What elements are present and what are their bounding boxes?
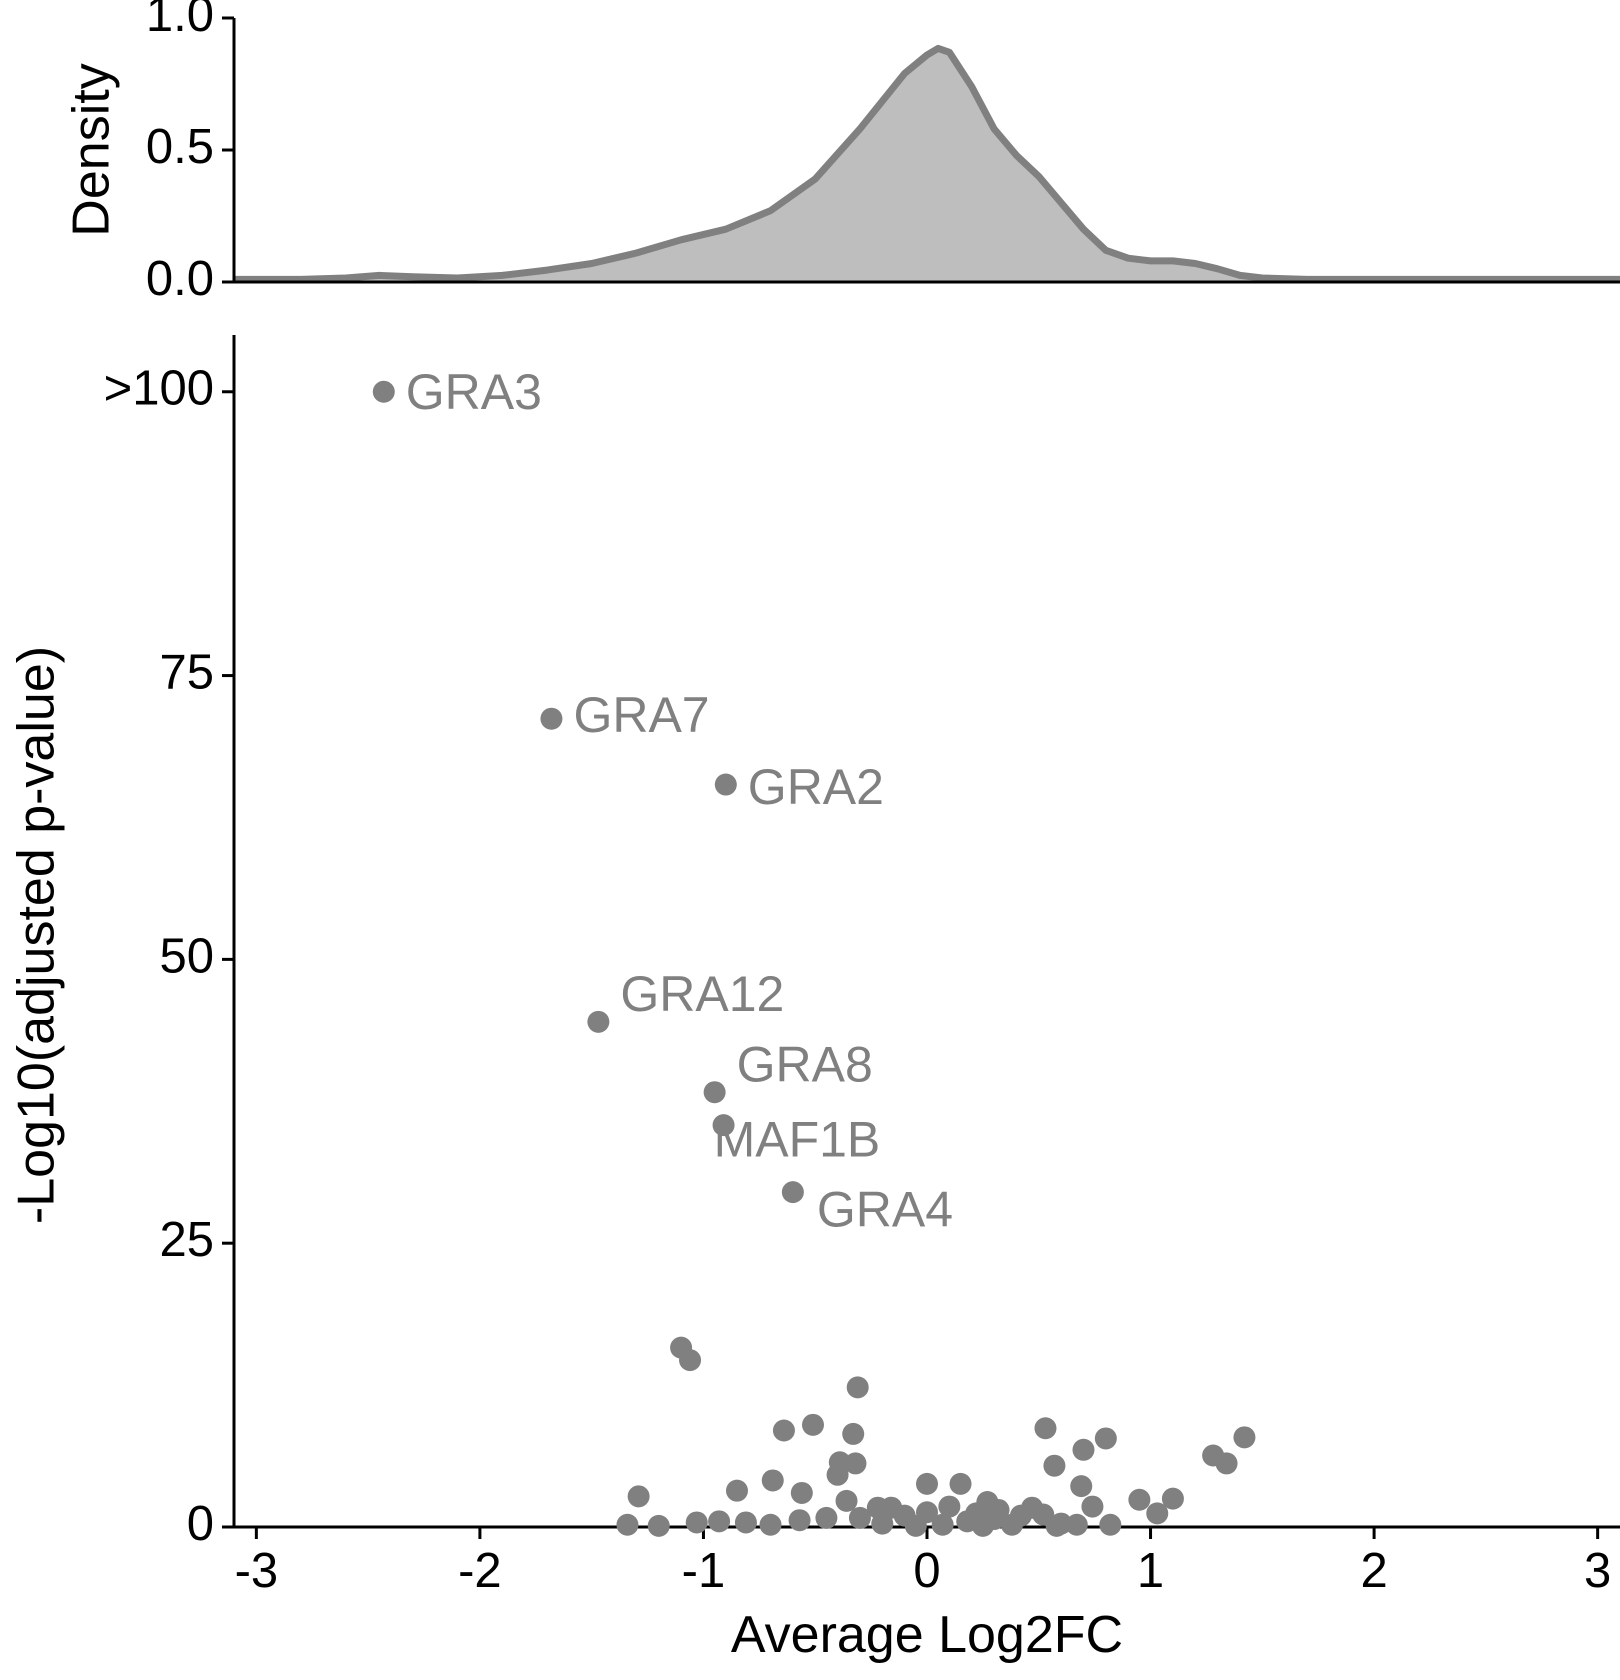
- data-point: [1081, 1495, 1104, 1518]
- volcano-x-tick-label: 1: [1137, 1544, 1164, 1598]
- volcano-y-axis-title: -Log10(adjusted p-value): [8, 646, 66, 1224]
- volcano-y-ticks: 0 25 50 75 >100: [104, 362, 234, 1551]
- labeled-data-point: [712, 1114, 735, 1137]
- volcano-panel: 0 25 50 75 >100 -3 -2 -1 0 1 2 3 GRA3 GRA7 GRA2 GRA12…: [8, 335, 1620, 1664]
- density-area: [234, 48, 1620, 283]
- data-point: [815, 1506, 838, 1529]
- gene-label: GRA4: [817, 1181, 953, 1237]
- density-y-axis-title: Density: [63, 63, 121, 236]
- density-y-tick-label: 0.5: [146, 120, 214, 174]
- data-point: [842, 1422, 865, 1445]
- volcano-x-axis-title: Average Log2FC: [731, 1606, 1123, 1664]
- labeled-data-point: [714, 773, 737, 796]
- volcano-x-tick-label: 3: [1584, 1544, 1611, 1598]
- gene-label: GRA7: [573, 687, 709, 743]
- data-point: [790, 1481, 813, 1504]
- data-point: [938, 1495, 961, 1518]
- data-point: [616, 1513, 639, 1536]
- data-point: [916, 1472, 938, 1495]
- data-point: [647, 1514, 670, 1537]
- data-point: [871, 1512, 894, 1535]
- gene-label: MAF1B: [714, 1111, 881, 1167]
- data-point: [1065, 1513, 1088, 1536]
- data-point: [826, 1463, 849, 1486]
- labeled-data-point: [372, 380, 395, 403]
- gene-label: GRA2: [748, 759, 884, 815]
- data-point: [1072, 1438, 1095, 1461]
- data-point: [679, 1349, 702, 1372]
- volcano-y-tick-label: >100: [104, 362, 214, 416]
- data-point: [949, 1472, 972, 1495]
- data-point: [1000, 1513, 1023, 1536]
- density-y-tick-label: 1.0: [146, 0, 214, 42]
- density-y-tick-label: 0.0: [146, 252, 214, 306]
- volcano-x-tick-label: -1: [682, 1544, 726, 1598]
- data-point: [725, 1479, 748, 1502]
- density-y-ticks: 0.0 0.5 1.0: [146, 0, 234, 306]
- data-point: [1233, 1426, 1256, 1449]
- data-point: [1099, 1513, 1122, 1536]
- data-point: [1128, 1488, 1151, 1511]
- density-panel: 0.0 0.5 1.0 Density: [63, 0, 1620, 306]
- data-point: [759, 1513, 782, 1536]
- data-point: [1215, 1452, 1238, 1475]
- gene-label: GRA3: [406, 364, 542, 420]
- labeled-data-point: [540, 707, 563, 730]
- data-point: [1161, 1487, 1184, 1510]
- data-point: [835, 1489, 858, 1512]
- data-point: [1043, 1454, 1066, 1477]
- data-point: [1146, 1502, 1169, 1525]
- volcano-x-ticks: -3 -2 -1 0 1 2 3: [235, 1527, 1611, 1598]
- data-point: [1070, 1475, 1093, 1498]
- data-point: [627, 1485, 650, 1508]
- data-point: [1094, 1427, 1117, 1450]
- volcano-points: [372, 380, 1256, 1537]
- data-point: [685, 1511, 708, 1534]
- volcano-x-tick-label: 2: [1360, 1544, 1387, 1598]
- data-point: [846, 1376, 869, 1399]
- volcano-y-tick-label: 25: [159, 1213, 214, 1267]
- data-point: [1045, 1514, 1068, 1537]
- gene-label: GRA12: [620, 966, 784, 1022]
- labeled-data-point: [587, 1010, 610, 1033]
- volcano-y-tick-label: 75: [159, 646, 214, 700]
- data-point: [844, 1452, 867, 1475]
- volcano-y-tick-label: 0: [187, 1497, 214, 1551]
- density-line: [234, 44, 1620, 283]
- data-point: [788, 1509, 811, 1532]
- labeled-data-point: [703, 1081, 726, 1104]
- data-point: [801, 1413, 824, 1436]
- volcano-y-tick-label: 50: [159, 929, 214, 983]
- volcano-gene-labels: GRA3 GRA7 GRA2 GRA12 GRA8 MAF1B GRA4: [406, 364, 953, 1237]
- data-point: [848, 1506, 871, 1529]
- data-point: [1034, 1417, 1057, 1440]
- labeled-data-point: [781, 1181, 804, 1204]
- volcano-x-tick-label: 0: [913, 1544, 940, 1598]
- volcano-x-tick-label: -2: [458, 1544, 502, 1598]
- gene-label: GRA8: [737, 1036, 873, 1092]
- data-point: [904, 1514, 927, 1537]
- volcano-x-tick-label: -3: [235, 1544, 279, 1598]
- data-point: [772, 1419, 795, 1442]
- data-point: [734, 1511, 757, 1534]
- data-point: [971, 1514, 994, 1537]
- data-point: [708, 1510, 731, 1533]
- data-point: [761, 1469, 784, 1492]
- data-point: [931, 1513, 954, 1536]
